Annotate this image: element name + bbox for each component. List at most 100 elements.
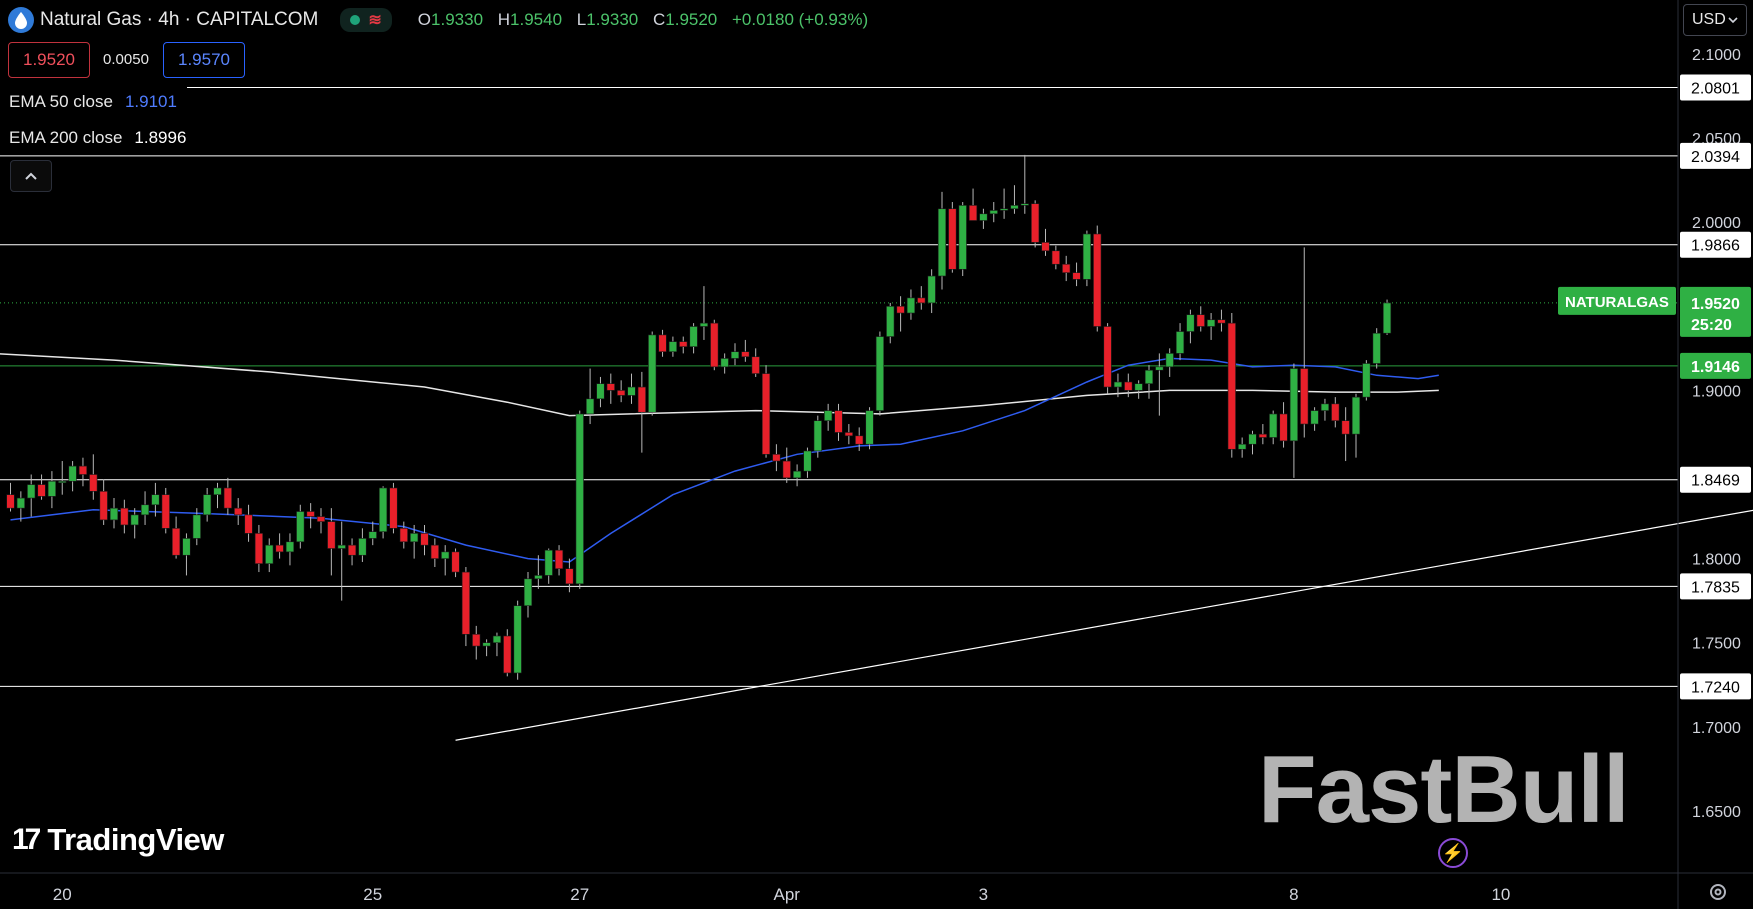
candle-body: [285, 541, 295, 553]
indicator-ema200[interactable]: EMA 200 close 1.8996: [0, 122, 197, 154]
candle-body: [710, 322, 719, 368]
trendline-segment: [455, 509, 1753, 741]
x-tick-label: 8: [1289, 885, 1298, 904]
candle-body: [161, 494, 170, 529]
candle-body: [617, 390, 626, 396]
candle-up: [378, 486, 388, 539]
candle-down: [1258, 424, 1267, 445]
symbol-price-tag-text: NATURALGAS: [1565, 294, 1669, 311]
market-status[interactable]: ≋: [340, 8, 392, 32]
candle-body: [275, 544, 284, 553]
candle-up: [1082, 230, 1091, 287]
candle-body: [782, 460, 791, 479]
candle-body: [223, 487, 232, 509]
candle-down: [1341, 407, 1350, 462]
time-axis[interactable]: 202527Apr3810151722: [53, 885, 1753, 904]
price-markers: 2.0801 2.0394 1.9866 1.8469 1.7835 1.7240 1.91…: [1558, 74, 1751, 700]
candle-body: [430, 544, 439, 559]
candle-down: [430, 538, 439, 568]
candle-down: [503, 629, 512, 677]
candle-down: [1217, 309, 1226, 332]
candle-body: [1310, 410, 1319, 425]
candle-body: [948, 208, 957, 270]
indicator-ema200-value: 1.8996: [134, 128, 187, 147]
symbol-header[interactable]: Natural Gas · 4h · CAPITALCOM ≋ O1.9330 …: [8, 6, 878, 34]
candle-body: [68, 465, 77, 482]
candle-up: [1269, 410, 1278, 445]
candle-down: [679, 336, 688, 354]
candle-body: [627, 386, 636, 396]
candle-body: [554, 549, 564, 569]
candle-down: [1031, 200, 1040, 248]
candle-up: [865, 407, 874, 450]
chevron-up-icon: [25, 172, 37, 180]
candle-down: [565, 558, 574, 593]
candle-body: [316, 516, 326, 522]
candle-down: [1300, 247, 1309, 438]
candle-body: [1217, 319, 1226, 324]
candle-body: [140, 504, 150, 516]
currency-select[interactable]: USD: [1683, 4, 1747, 36]
candle-body: [1289, 368, 1298, 442]
candle-body: [585, 398, 595, 415]
candle-body: [378, 487, 388, 532]
indicator-ema50[interactable]: EMA 50 close 1.9101: [0, 86, 187, 118]
indicator-ema50-value: 1.9101: [124, 92, 177, 111]
candle-body: [741, 351, 750, 358]
candle-up: [689, 323, 698, 354]
candle-body: [1031, 203, 1040, 243]
candle-body: [172, 528, 181, 556]
symbol-title[interactable]: Natural Gas · 4h · CAPITALCOM: [40, 9, 319, 30]
sell-button[interactable]: 1.9520: [8, 42, 90, 78]
candle-body: [234, 507, 243, 516]
candle-body: [1300, 368, 1309, 425]
level-price-label-text: 1.8469: [1691, 473, 1740, 490]
buy-button[interactable]: 1.9570: [163, 42, 245, 78]
candle-body: [720, 358, 729, 368]
trendline: [455, 509, 1753, 741]
candle-up: [1362, 360, 1371, 401]
candle-up: [1020, 154, 1029, 214]
level-price-label: 1.8469: [1680, 466, 1751, 493]
y-tick-label: 1.9000: [1692, 383, 1741, 400]
candle-body: [265, 544, 274, 564]
ohlc-high: 1.9540: [510, 10, 563, 29]
candle-body: [1093, 233, 1102, 327]
candle-up: [627, 373, 636, 404]
candle-body: [1186, 314, 1195, 332]
price-axis[interactable]: 2.10002.05002.00001.95001.90001.85001.80…: [1692, 47, 1741, 821]
tradingview-logo[interactable]: 17 TradingView: [12, 822, 224, 858]
ema50-line: [10, 357, 1439, 563]
candle-up: [16, 491, 25, 522]
candle-body: [1124, 381, 1133, 391]
candle-body: [772, 454, 781, 462]
candle-body: [989, 210, 998, 215]
candle-up: [720, 353, 729, 374]
candle-body: [203, 494, 212, 516]
settings-icon[interactable]: [1706, 880, 1730, 904]
candle-body: [1165, 353, 1174, 368]
level-price-label: 1.9866: [1680, 231, 1751, 258]
candle-body: [886, 305, 895, 337]
candle-down: [89, 454, 98, 500]
last-price-value: 1.9520: [1691, 296, 1740, 313]
horizontal-levels: [0, 86, 1678, 687]
collapse-indicators-button[interactable]: [10, 160, 52, 192]
candle-up: [1134, 380, 1143, 399]
candle-up: [337, 521, 346, 601]
candle-up: [1320, 398, 1330, 421]
candle-body: [58, 480, 67, 484]
ohlc-close-key: C: [652, 10, 666, 29]
candle-down: [751, 348, 760, 377]
candle-up: [1186, 309, 1195, 344]
candle-down: [741, 339, 750, 362]
candle-body: [834, 410, 843, 433]
candle-body: [192, 514, 201, 539]
candle-down: [1124, 373, 1133, 398]
candle-body: [368, 531, 377, 539]
candle-body: [855, 435, 864, 445]
candle-body: [306, 511, 315, 517]
candle-body: [813, 420, 822, 452]
